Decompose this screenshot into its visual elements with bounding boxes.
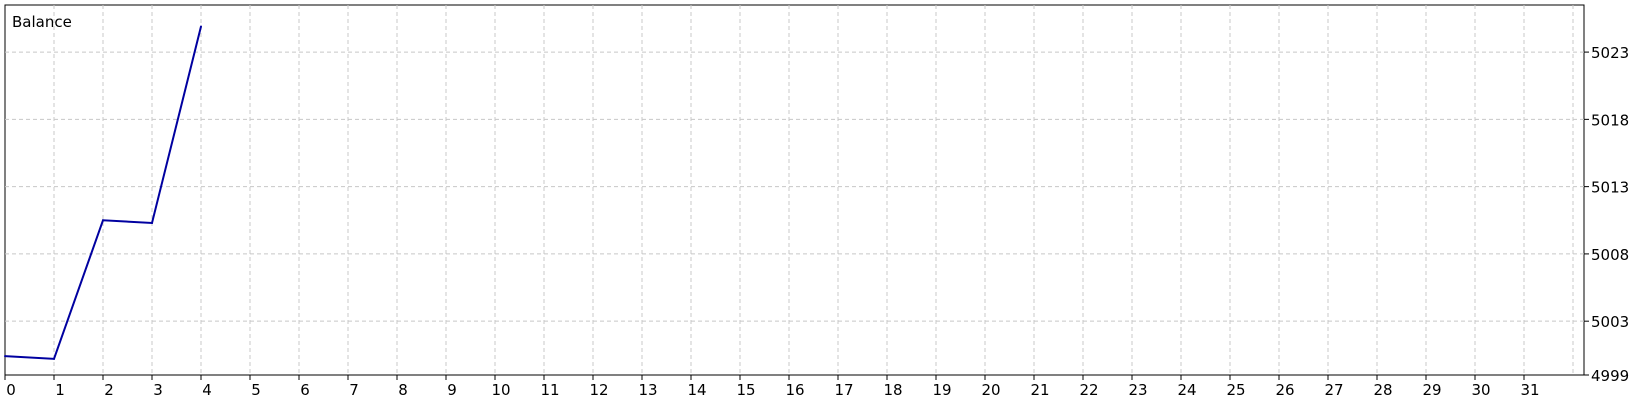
grid	[5, 5, 1584, 375]
x-tick-label: 25	[1226, 381, 1245, 399]
x-axis: 0 1 2 3 4 5 6 7 8 9 10 11 12 13 14 15 16 17 18 19 20 21 22 23 24…	[4, 375, 1540, 399]
x-tick-label: 2	[104, 381, 114, 399]
data-point	[102, 219, 104, 222]
x-tick-label: 0	[6, 381, 16, 399]
x-tick-label: 28	[1373, 381, 1392, 399]
data-point	[200, 25, 202, 28]
y-tick-label: 5018	[1591, 111, 1629, 129]
x-tick-label: 4	[202, 381, 212, 399]
x-tick-label: 15	[736, 381, 755, 399]
data-point	[53, 357, 55, 360]
plot-area	[4, 4, 1585, 376]
x-tick-label: 18	[883, 381, 902, 399]
x-tick-label: 30	[1471, 381, 1490, 399]
y-tick-label: 5023	[1591, 44, 1629, 62]
x-tick-label: 19	[932, 381, 951, 399]
x-tick-label: 20	[981, 381, 1000, 399]
y-tick-label: 4999	[1591, 367, 1629, 385]
x-tick-label: 23	[1128, 381, 1147, 399]
x-tick-label: 24	[1177, 381, 1196, 399]
x-tick-label: 13	[638, 381, 657, 399]
x-tick-label: 9	[447, 381, 457, 399]
x-tick-label: 1	[55, 381, 65, 399]
y-tick-label: 5008	[1591, 246, 1629, 264]
x-tick-label: 29	[1422, 381, 1441, 399]
x-tick-label: 17	[834, 381, 853, 399]
x-tick-label: 27	[1324, 381, 1343, 399]
x-tick-label: 22	[1079, 381, 1098, 399]
x-tick-label: 16	[785, 381, 804, 399]
y-tick-label: 5003	[1591, 313, 1629, 331]
data-point	[4, 355, 6, 358]
x-tick-label: 26	[1275, 381, 1294, 399]
data-point	[151, 221, 153, 224]
y-tick-label: 5013	[1591, 179, 1629, 197]
x-tick-label: 12	[589, 381, 608, 399]
x-tick-label: 6	[300, 381, 310, 399]
x-tick-label: 14	[687, 381, 706, 399]
x-tick-label: 11	[540, 381, 559, 399]
series-layer	[4, 25, 202, 360]
x-tick-label: 31	[1520, 381, 1539, 399]
x-tick-label: 21	[1030, 381, 1049, 399]
x-tick-label: 3	[153, 381, 163, 399]
x-tick-label: 7	[349, 381, 359, 399]
x-tick-label: 5	[251, 381, 261, 399]
x-tick-label: 10	[491, 381, 510, 399]
x-tick-label: 8	[398, 381, 408, 399]
y-axis: 4999 5003 5008 5013 5018 5023	[1584, 44, 1629, 385]
chart-title: Balance	[12, 13, 72, 31]
